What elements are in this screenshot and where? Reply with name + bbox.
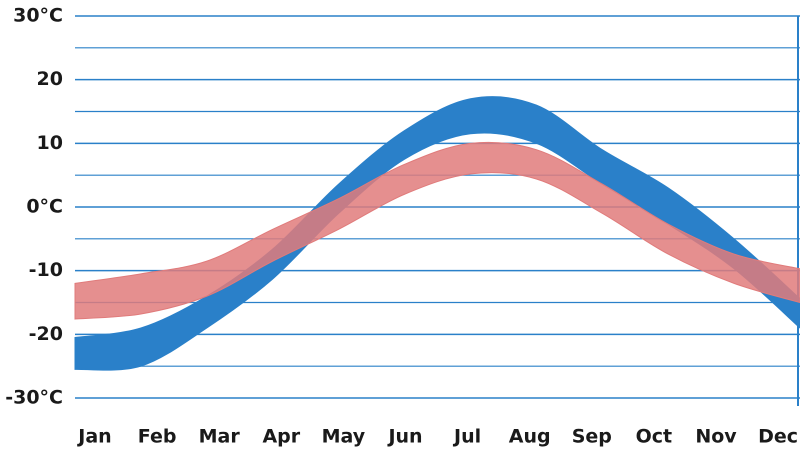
x-tick-label: Feb [138, 426, 177, 448]
x-tick-label: Jan [76, 426, 111, 448]
x-tick-label: Mar [199, 426, 241, 448]
x-tick-label: Jul [452, 426, 481, 448]
x-tick-label: Jun [386, 426, 422, 448]
y-tick-label: -20 [29, 323, 63, 345]
y-tick-label: -10 [29, 259, 63, 281]
x-tick-label: May [322, 426, 366, 448]
y-tick-label: 0°C [26, 196, 63, 218]
range-band [74, 96, 800, 371]
x-tick-label: Aug [509, 426, 551, 448]
y-tick-label: -30°C [5, 387, 63, 409]
y-tick-label: 30°C [13, 5, 63, 27]
x-tick-label: Sep [572, 426, 612, 448]
x-tick-label: Apr [262, 426, 300, 448]
y-tick-label: 10 [37, 132, 63, 154]
range-band [74, 141, 800, 320]
y-tick-label: 20 [37, 68, 63, 90]
x-tick-label: Nov [695, 426, 737, 448]
x-tick-label: Oct [636, 426, 673, 448]
x-tick-label: Dec [758, 426, 798, 448]
